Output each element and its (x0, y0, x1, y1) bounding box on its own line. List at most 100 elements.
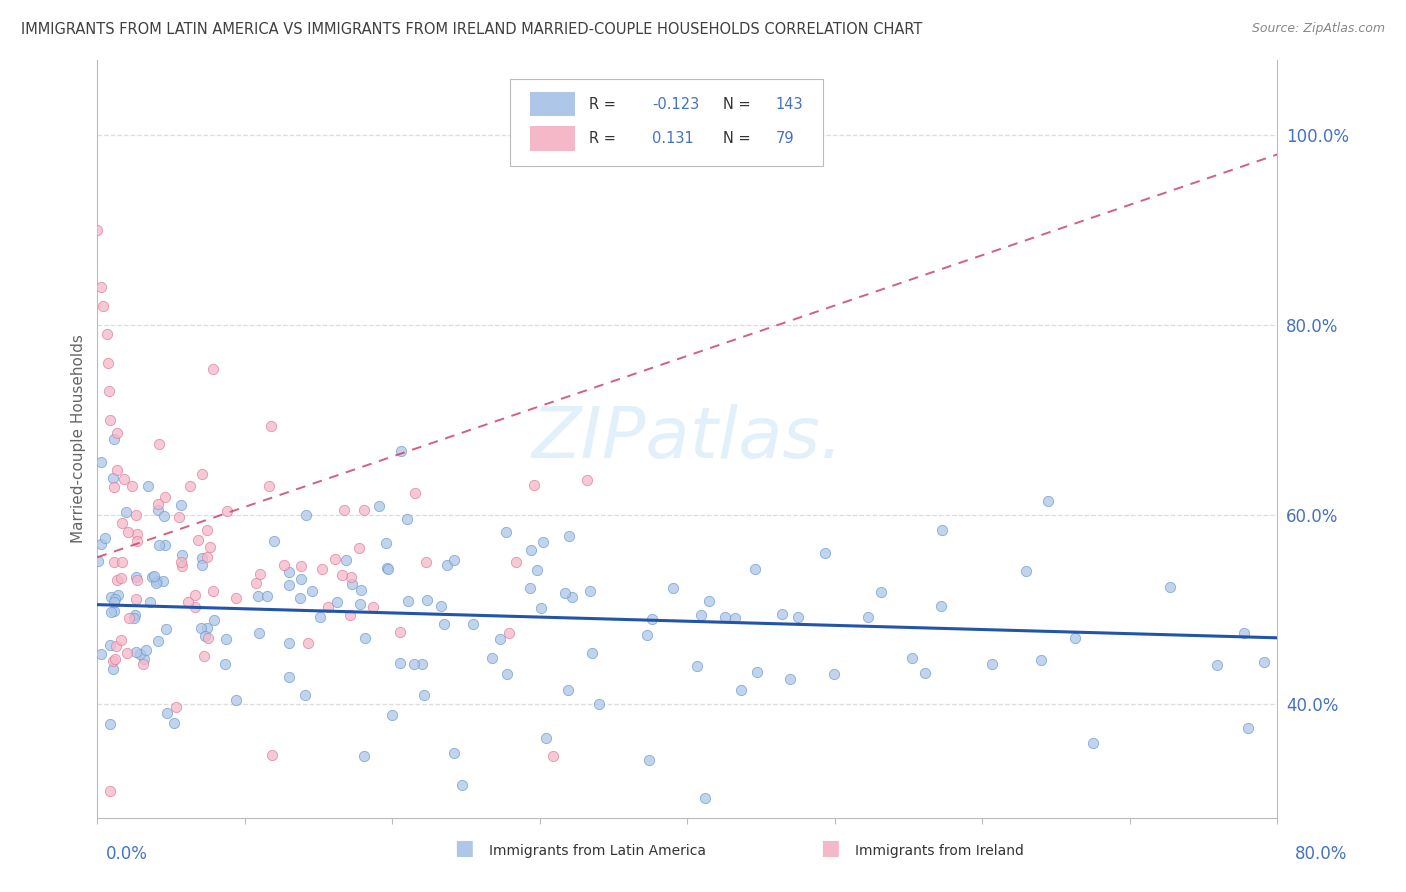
Text: 0.131: 0.131 (652, 131, 693, 146)
Point (402, 657, 425, 671)
Point (290, 572, 312, 586)
Text: -0.123: -0.123 (652, 97, 699, 112)
Point (436, 558, 458, 572)
Point (153, 490, 176, 504)
Point (110, 571, 132, 585)
Point (349, 598, 371, 612)
Point (93, 532, 115, 546)
Y-axis label: Married-couple Households: Married-couple Households (72, 334, 86, 543)
Point (290, 559, 312, 574)
Point (395, 512, 418, 526)
Point (641, 612, 664, 626)
Point (195, 523, 218, 537)
Point (136, 479, 159, 493)
Point (636, 628, 658, 642)
Point (377, 562, 399, 576)
Point (152, 509, 174, 524)
Point (98, 717, 121, 731)
Point (929, 599, 952, 613)
Point (179, 479, 201, 493)
Point (1159, 580, 1181, 594)
Point (184, 600, 207, 615)
Point (690, 607, 713, 622)
Text: 79: 79 (776, 131, 794, 146)
Point (191, 467, 214, 481)
Point (311, 562, 333, 576)
Point (823, 666, 845, 681)
Point (170, 548, 193, 562)
Point (294, 688, 316, 702)
Point (697, 594, 720, 608)
Point (980, 657, 1002, 672)
Point (496, 667, 519, 681)
Point (695, 790, 717, 805)
Point (523, 478, 546, 492)
Point (413, 688, 436, 702)
Point (931, 523, 953, 537)
Point (245, 576, 267, 591)
Point (132, 657, 155, 671)
Point (558, 529, 581, 543)
Point (190, 621, 212, 635)
Point (256, 589, 278, 603)
Point (90, 280, 112, 294)
Point (117, 524, 139, 539)
Point (214, 657, 236, 672)
Point (339, 607, 361, 622)
Point (170, 498, 193, 512)
Point (316, 599, 339, 614)
Point (461, 616, 484, 631)
Point (388, 656, 411, 670)
Point (277, 565, 299, 579)
Point (100, 605, 122, 619)
Point (247, 625, 270, 640)
Point (661, 581, 683, 595)
Point (561, 590, 583, 604)
Point (277, 670, 299, 684)
Point (90, 536, 112, 550)
Point (101, 654, 124, 668)
Point (184, 589, 207, 603)
Point (1081, 736, 1104, 750)
Text: N =: N = (723, 97, 751, 112)
Point (396, 594, 419, 608)
Point (531, 535, 554, 549)
Text: R =: R = (589, 131, 616, 146)
Point (105, 573, 128, 587)
Point (367, 500, 389, 514)
Point (225, 591, 247, 605)
Point (200, 540, 222, 554)
Point (505, 555, 527, 569)
Point (856, 610, 879, 624)
Point (724, 611, 747, 625)
Point (98, 638, 121, 652)
Point (104, 652, 127, 666)
Point (187, 533, 209, 547)
Point (263, 534, 285, 549)
Point (110, 632, 132, 647)
Text: Immigrants from Ireland: Immigrants from Ireland (855, 844, 1024, 858)
Point (146, 633, 169, 648)
Point (713, 609, 735, 624)
Point (416, 592, 439, 607)
Point (415, 555, 437, 569)
Point (202, 584, 225, 599)
Text: 143: 143 (776, 97, 804, 112)
Point (90, 455, 112, 469)
Text: 80.0%: 80.0% (1295, 846, 1347, 863)
Point (581, 646, 603, 660)
Point (170, 555, 193, 569)
Point (101, 471, 124, 485)
Point (146, 497, 169, 511)
Point (129, 647, 152, 661)
Point (111, 555, 134, 569)
Point (191, 558, 214, 572)
Point (489, 632, 512, 646)
Point (90, 647, 112, 661)
Point (332, 502, 354, 516)
Point (190, 551, 212, 566)
Point (325, 595, 347, 609)
Point (1029, 653, 1052, 667)
Point (107, 588, 129, 602)
Point (96, 327, 118, 342)
